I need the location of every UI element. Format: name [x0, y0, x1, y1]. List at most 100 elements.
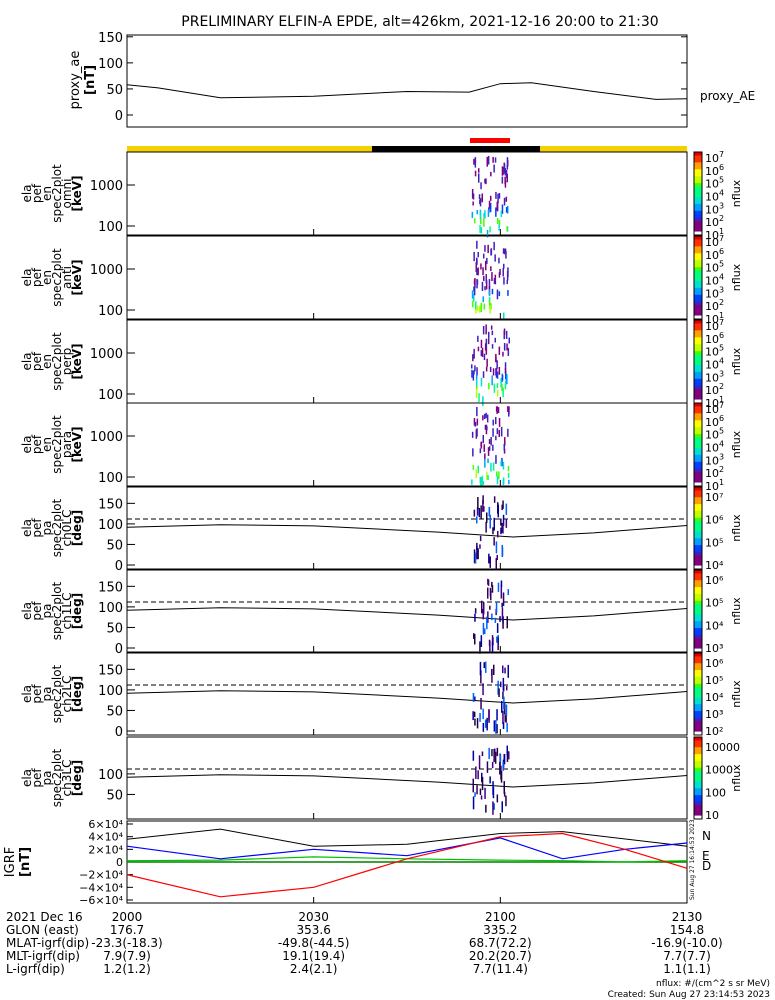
energy-flux-cell	[495, 207, 497, 217]
pitch-flux-cell	[481, 751, 484, 757]
energy-flux-cell	[486, 257, 488, 264]
loss-cone-solid-curve	[126, 524, 688, 538]
energy-flux-cell	[473, 348, 475, 359]
energy-flux-cell	[502, 268, 504, 277]
pitch-flux-cell	[502, 616, 504, 629]
colorbar-segment	[694, 392, 702, 397]
energy-flux-cell	[503, 277, 505, 285]
colorbar-tick-label: 10³	[705, 642, 723, 655]
colorbar-segment	[694, 340, 702, 345]
ephemeris-value: 2000	[112, 910, 143, 924]
igrf-ytick-label: 6×10⁴	[88, 818, 123, 831]
pitch-flux-cell	[493, 664, 495, 676]
energy-flux-cell	[500, 378, 502, 388]
science-zone-bar	[470, 138, 510, 143]
colorbar-segment	[694, 274, 702, 278]
energy-flux-cell	[478, 305, 481, 313]
ephemeris-value: 2130	[672, 910, 703, 924]
pitch-flux-cell	[480, 635, 483, 647]
energy-flux-cell	[472, 193, 475, 200]
energy-flux-cell	[488, 439, 491, 444]
colorbar-segment	[694, 656, 702, 661]
energy-ylabel-line: para	[60, 431, 74, 458]
energy-flux-cell	[491, 375, 493, 386]
ephemeris-value: 335.2	[483, 923, 517, 937]
proxy-ae-ylabel: proxy_ae	[68, 51, 83, 110]
colorbar-segment	[694, 545, 702, 549]
igrf-ytick-label: 4×10⁴	[88, 831, 123, 844]
energy-ylabel-line: [keV]	[70, 426, 84, 462]
colorbar-segment	[694, 607, 702, 612]
colorbar-segment	[694, 697, 702, 702]
pitch-flux-cell	[505, 795, 507, 807]
pitch-flux-cell	[475, 766, 477, 779]
energy-flux-cell	[491, 272, 493, 282]
pitch-flux-cell	[502, 761, 504, 771]
colorbar-tick-label: 10⁶	[705, 514, 724, 527]
energy-flux-cell	[479, 198, 482, 207]
colorbar-segment	[694, 444, 702, 449]
pitch-flux-cell	[497, 582, 500, 592]
colorbar-frame	[693, 569, 703, 653]
pitch-flux-cell	[508, 751, 510, 760]
pitch-flux-cell	[482, 683, 484, 696]
energy-flux-cell	[478, 173, 480, 183]
energy-flux-cell	[487, 338, 490, 345]
colorbar-segment	[694, 231, 702, 236]
energy-ytick-label: 100	[98, 304, 123, 319]
pitch-panel-0: 150100500elapefpaspec2plotch0LC[deg]10⁷1…	[20, 486, 743, 574]
colorbar-segment	[694, 165, 702, 170]
energy-flux-cell	[496, 428, 499, 435]
loss-cone-solid-curve	[126, 774, 688, 788]
energy-flux-cell	[472, 371, 475, 381]
colorbar-tick-label: 10000	[705, 741, 740, 754]
colorbar-segment	[694, 493, 702, 498]
energy-flux-cell	[471, 211, 474, 219]
energy-flux-cell	[498, 257, 500, 264]
energy-flux-cell	[486, 156, 488, 167]
pitch-flux-cell	[501, 700, 503, 713]
energy-flux-cell	[473, 158, 475, 165]
night-bar	[372, 146, 540, 152]
energy-flux-cell	[477, 465, 479, 474]
pitch-flux-cell	[501, 522, 503, 533]
ephemeris-row-label: MLAT-igrf(dip)	[6, 936, 89, 950]
energy-flux-cell	[487, 458, 489, 464]
pitch-flux-cell	[502, 592, 505, 606]
pitch-flux-cell	[506, 686, 508, 691]
energy-flux-cell	[482, 296, 484, 303]
colorbar-segment	[694, 330, 702, 335]
colorbar-tick-label: 10⁶	[705, 657, 724, 670]
energy-flux-cell	[480, 339, 483, 349]
pitch-flux-cell	[473, 711, 476, 718]
pitch-flux-cell	[480, 505, 482, 520]
pitch-flux-cell	[474, 718, 476, 726]
colorbar-frame	[693, 652, 703, 736]
energy-flux-cell	[498, 291, 501, 297]
pitch-flux-cell	[487, 578, 489, 585]
energy-flux-cell	[490, 437, 492, 446]
pitch-flux-cell	[483, 506, 485, 512]
pitch-ytick-label: 50	[106, 788, 123, 803]
igrf-total-line	[126, 828, 688, 847]
energy-flux-cell	[506, 226, 508, 232]
colorbar-segment	[694, 186, 702, 191]
pitch-flux-cell	[472, 796, 475, 810]
pitch-flux-cell	[499, 754, 502, 763]
energy-flux-cell	[502, 248, 505, 254]
energy-flux-cell	[492, 156, 494, 163]
pitch-flux-cell	[477, 770, 479, 780]
colorbar-segment	[694, 634, 702, 639]
pitch-flux-cell	[493, 517, 495, 531]
energy-flux-cell	[503, 263, 505, 269]
pitch-flux-cell	[495, 720, 497, 734]
pitch-flux-cell	[492, 801, 494, 815]
energy-flux-cell	[494, 337, 496, 343]
pitch-flux-cell	[503, 696, 505, 710]
pitch-flux-cell	[485, 661, 487, 673]
pitch-ylabel-line: [deg]	[70, 593, 84, 629]
energy-flux-cell	[490, 266, 492, 272]
energy-flux-cell	[473, 279, 476, 285]
ephemeris-value: 1.2(1.2)	[103, 962, 151, 976]
